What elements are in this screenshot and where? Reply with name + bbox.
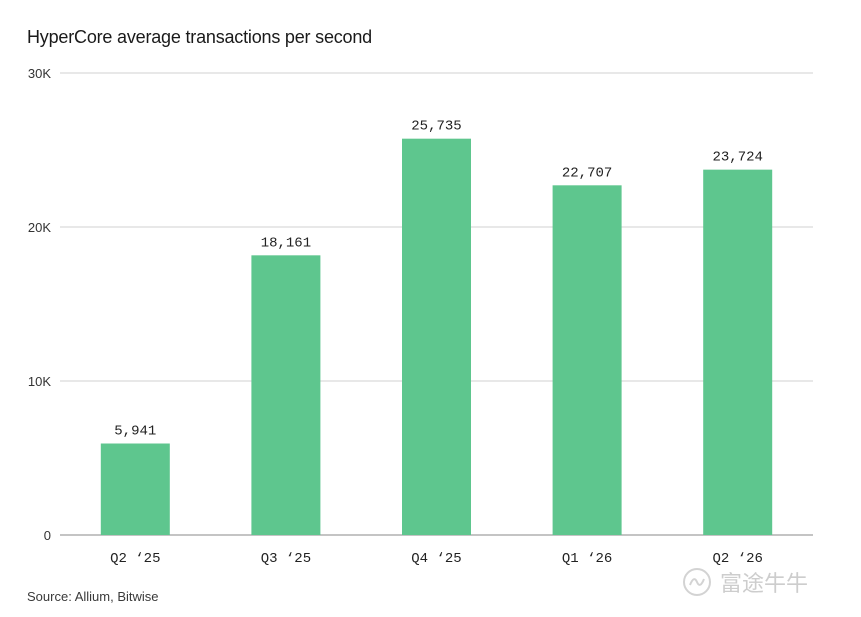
data-label: 23,724 xyxy=(712,150,762,166)
data-label: 25,735 xyxy=(411,119,461,135)
y-tick-label: 30K xyxy=(28,66,51,81)
bar xyxy=(100,443,170,535)
bar xyxy=(402,138,471,535)
source-note: Source: Allium, Bitwise xyxy=(27,589,159,604)
bar xyxy=(552,185,622,535)
niuniu-logo-icon xyxy=(683,568,711,596)
data-label: 5,941 xyxy=(114,424,156,440)
y-tick-label: 0 xyxy=(44,528,51,543)
bar xyxy=(251,255,321,535)
x-tick-label: Q4 ‘25 xyxy=(411,551,461,567)
watermark: 富途牛牛 xyxy=(682,566,808,598)
bar xyxy=(703,169,773,536)
y-tick-label: 10K xyxy=(28,374,51,389)
x-tick-label: Q3 ‘25 xyxy=(261,551,311,567)
x-tick-label: Q2 ‘26 xyxy=(712,551,762,567)
data-label: 18,161 xyxy=(261,235,311,251)
x-tick-label: Q1 ‘26 xyxy=(562,551,612,567)
y-tick-label: 20K xyxy=(28,220,51,235)
x-tick-label: Q2 ‘25 xyxy=(110,551,160,567)
data-label: 22,707 xyxy=(562,165,612,181)
chart-title: HyperCore average transactions per secon… xyxy=(27,27,372,47)
watermark-text: 富途牛牛 xyxy=(720,572,809,597)
